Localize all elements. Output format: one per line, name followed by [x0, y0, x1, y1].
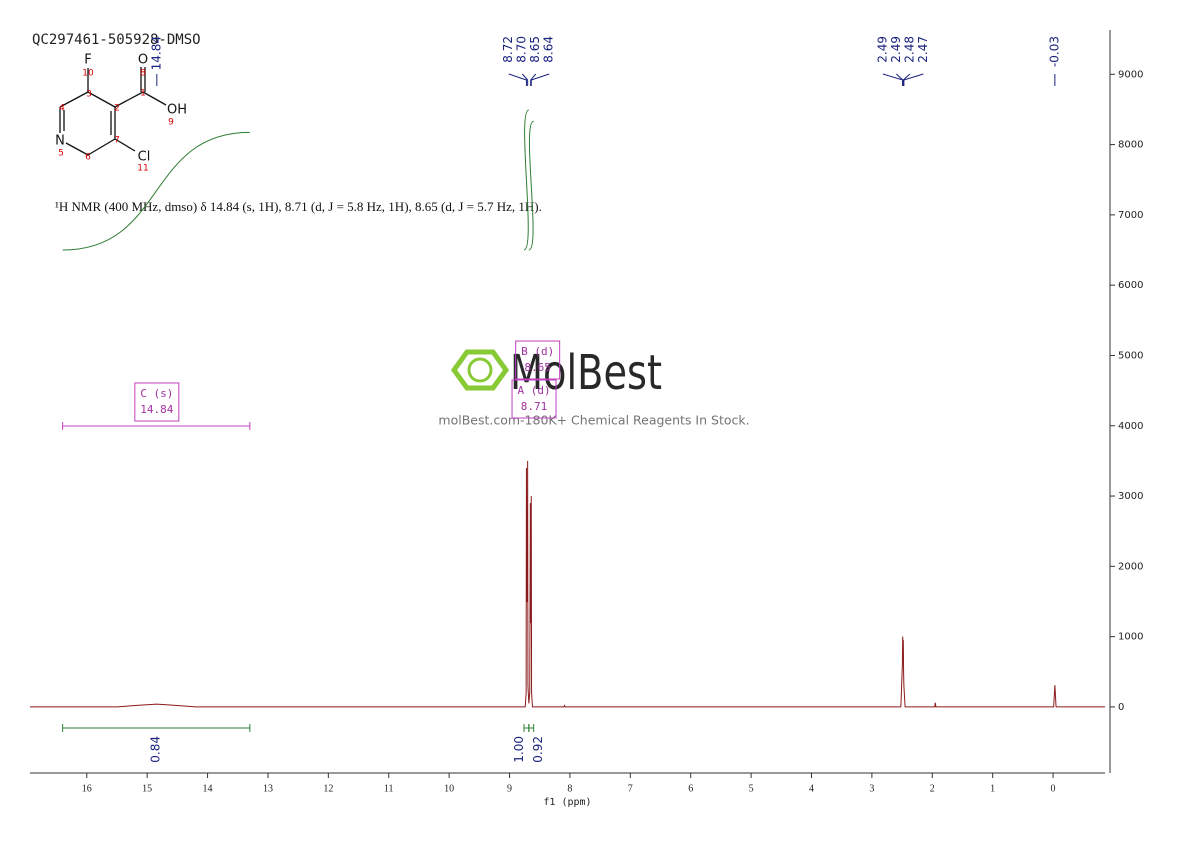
- bond: [65, 142, 89, 156]
- atom-label: O: [138, 53, 148, 68]
- integral-label: 1.00: [512, 736, 526, 763]
- y-tick-label: 5000: [1118, 350, 1143, 361]
- atom-number: 1: [140, 89, 146, 99]
- x-tick-label: 15: [142, 783, 152, 794]
- peak-label: 2.48: [902, 36, 916, 63]
- peak-connector: [508, 73, 527, 86]
- y-tick-label: 8000: [1118, 140, 1143, 151]
- atom-label: F: [84, 53, 91, 68]
- atom-number: 6: [85, 153, 91, 163]
- peak-label: 2.49: [889, 36, 903, 63]
- bond: [114, 138, 136, 152]
- y-tick-label: 7000: [1118, 210, 1143, 221]
- bond: [87, 138, 116, 156]
- x-tick-label: 1: [990, 783, 995, 794]
- peak-label: 2.47: [916, 36, 930, 63]
- integral-curve: [528, 120, 535, 251]
- y-tick-label: 6000: [1118, 280, 1143, 291]
- peak-connector: [530, 73, 537, 86]
- atom-number: 8: [140, 69, 146, 79]
- peak-label: -0.03: [1047, 36, 1061, 67]
- x-tick-label: 6: [688, 783, 693, 794]
- multiplet-shift: 8.71: [521, 400, 548, 413]
- x-axis-label: f1 (ppm): [543, 797, 591, 808]
- peak-connector: [903, 73, 924, 86]
- atom-label: N: [55, 134, 65, 149]
- chart-title: QC297461-505928-DMSO: [32, 32, 201, 48]
- y-tick-label: 9000: [1118, 69, 1143, 80]
- y-tick-label: 1000: [1118, 632, 1143, 643]
- x-tick-label: 10: [444, 783, 454, 794]
- peak-label: 2.49: [875, 36, 889, 63]
- atom-number: 2: [114, 104, 120, 114]
- multiplet-box: [515, 340, 561, 380]
- atom-number: 7: [114, 136, 120, 146]
- integral-curve: [62, 131, 250, 251]
- logo: [450, 349, 510, 391]
- peak-label: 14.84: [149, 36, 163, 70]
- x-tick-label: 14: [203, 783, 213, 794]
- peak-label: 8.64: [542, 36, 556, 63]
- molecule: [59, 67, 167, 156]
- logo: [467, 357, 493, 383]
- bond: [114, 91, 144, 108]
- integral-curve: [523, 109, 530, 251]
- x-tick-label: 7: [628, 783, 633, 794]
- multiplet-name: A (d): [517, 384, 550, 397]
- y-tick-label: 3000: [1118, 491, 1143, 502]
- peak-label: 8.72: [501, 36, 515, 63]
- watermark-tagline: molBest.com-180K+ Chemical Reagents In S…: [438, 413, 749, 428]
- x-tick-label: 8: [567, 783, 572, 794]
- multiplet-shift: 14.84: [140, 403, 173, 416]
- watermark-brand: MolBest: [510, 345, 662, 401]
- atom-number: 4: [59, 104, 65, 114]
- integral-label: 0.84: [149, 736, 163, 763]
- x-tick-label: 0: [1051, 783, 1056, 794]
- multiplet-shift: 8.65: [524, 361, 551, 374]
- integral-label: 0.92: [531, 736, 545, 763]
- x-tick-label: 3: [869, 783, 874, 794]
- x-tick-label: 11: [384, 783, 394, 794]
- x-tick-label: 13: [263, 783, 273, 794]
- bond: [87, 91, 116, 108]
- y-tick-label: 4000: [1118, 421, 1143, 432]
- x-tick-label: 12: [323, 783, 333, 794]
- x-tick-label: 9: [507, 783, 512, 794]
- atom-number: 10: [82, 69, 94, 79]
- peak-connector: [896, 73, 904, 86]
- x-tick-label: 4: [809, 783, 814, 794]
- peak-connector: [902, 73, 911, 86]
- atom-number: 3: [86, 90, 92, 100]
- nmr-description: ¹H NMR (400 MHz, dmso) δ 14.84 (s, 1H), …: [55, 199, 542, 214]
- peak-connector: [530, 73, 550, 86]
- peak-label: 8.70: [515, 36, 529, 63]
- x-tick-label: 5: [749, 783, 754, 794]
- y-tick-label: 0: [1118, 702, 1124, 713]
- atom-number: 11: [137, 164, 148, 174]
- x-tick-label: 2: [930, 783, 935, 794]
- atom-label: Cl: [138, 150, 151, 165]
- watermark: MolBest molBest.com-180K+ Chemical Reage…: [438, 345, 749, 428]
- bond: [142, 91, 167, 106]
- atom-number: 9: [168, 118, 174, 128]
- x-tick-label: 16: [82, 783, 92, 794]
- multiplet-name: B (d): [521, 345, 554, 358]
- bond: [59, 91, 89, 108]
- spectrum-line: [30, 460, 1105, 708]
- multiplet-name: C (s): [140, 387, 173, 400]
- atom-number: 5: [58, 149, 64, 159]
- multiplet-box: [134, 382, 180, 422]
- peak-connector: [521, 73, 529, 86]
- peak-connector: [882, 73, 904, 86]
- y-tick-label: 2000: [1118, 561, 1143, 572]
- atom-label: OH: [167, 103, 187, 118]
- multiplet-box: [511, 379, 557, 419]
- peak-label: 8.65: [528, 36, 542, 63]
